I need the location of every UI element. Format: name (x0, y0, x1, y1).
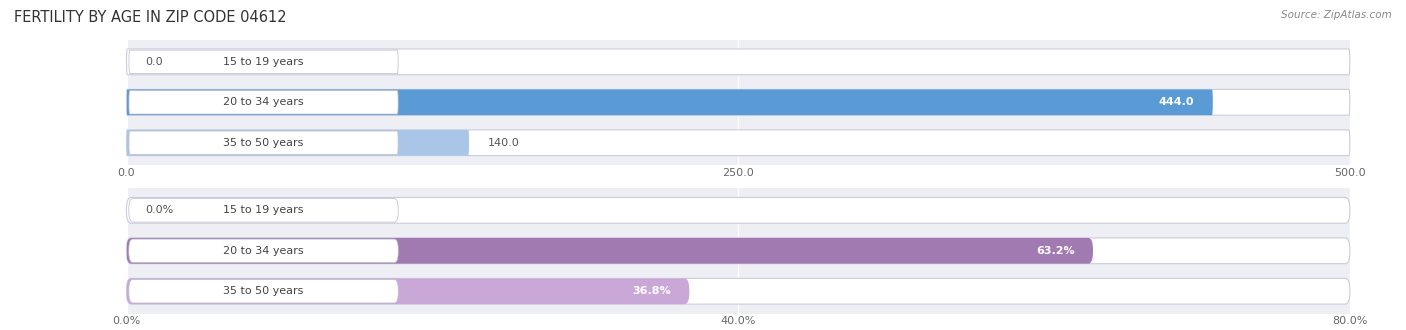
FancyBboxPatch shape (129, 50, 398, 74)
FancyBboxPatch shape (127, 89, 1350, 115)
Text: 15 to 19 years: 15 to 19 years (224, 205, 304, 215)
FancyBboxPatch shape (129, 280, 398, 303)
FancyBboxPatch shape (127, 130, 470, 156)
FancyBboxPatch shape (129, 90, 398, 114)
Text: 444.0: 444.0 (1159, 97, 1195, 107)
Text: 36.8%: 36.8% (633, 286, 671, 296)
Text: 140.0: 140.0 (488, 138, 519, 148)
Text: 0.0: 0.0 (145, 57, 163, 67)
Text: FERTILITY BY AGE IN ZIP CODE 04612: FERTILITY BY AGE IN ZIP CODE 04612 (14, 10, 287, 25)
Text: 35 to 50 years: 35 to 50 years (224, 286, 304, 296)
FancyBboxPatch shape (127, 197, 1350, 223)
FancyBboxPatch shape (129, 239, 398, 263)
Text: 15 to 19 years: 15 to 19 years (224, 57, 304, 67)
Text: Source: ZipAtlas.com: Source: ZipAtlas.com (1281, 10, 1392, 20)
FancyBboxPatch shape (129, 199, 398, 222)
Text: 0.0%: 0.0% (145, 205, 173, 215)
FancyBboxPatch shape (129, 131, 398, 154)
Text: 35 to 50 years: 35 to 50 years (224, 138, 304, 148)
FancyBboxPatch shape (127, 130, 1350, 156)
Text: 20 to 34 years: 20 to 34 years (224, 97, 304, 107)
Text: 20 to 34 years: 20 to 34 years (224, 246, 304, 256)
Text: 63.2%: 63.2% (1036, 246, 1074, 256)
FancyBboxPatch shape (127, 89, 1213, 115)
FancyBboxPatch shape (127, 238, 1092, 264)
FancyBboxPatch shape (127, 49, 1350, 75)
FancyBboxPatch shape (127, 238, 1350, 264)
FancyBboxPatch shape (127, 279, 1350, 304)
FancyBboxPatch shape (127, 279, 689, 304)
